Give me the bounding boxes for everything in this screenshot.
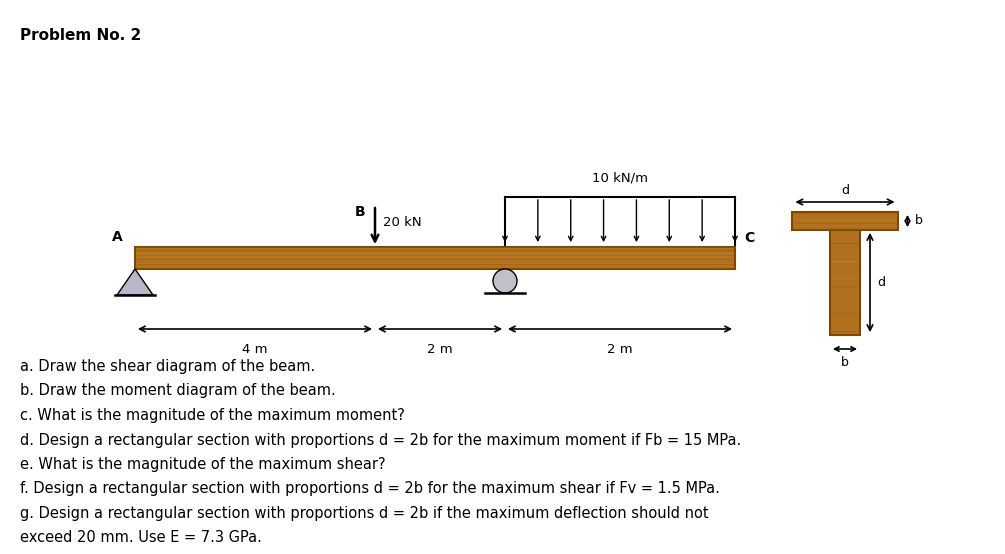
Text: exceed 20 mm. Use E = 7.3 GPa.: exceed 20 mm. Use E = 7.3 GPa.	[20, 531, 262, 546]
Polygon shape	[117, 269, 153, 295]
Bar	[830, 230, 860, 335]
Text: B: B	[355, 205, 365, 219]
Text: b: b	[841, 356, 849, 369]
Text: d: d	[841, 184, 849, 197]
Text: c. What is the magnitude of the maximum moment?: c. What is the magnitude of the maximum …	[20, 408, 405, 423]
Circle shape	[493, 269, 517, 293]
Text: d: d	[877, 276, 885, 289]
Bar	[135, 247, 735, 269]
Text: 10 kN/m: 10 kN/m	[592, 172, 648, 185]
Text: d. Design a rectangular section with proportions d = 2b for the maximum moment i: d. Design a rectangular section with pro…	[20, 433, 742, 448]
Text: 2 m: 2 m	[607, 343, 633, 356]
Text: C: C	[744, 231, 754, 245]
Text: Problem No. 2: Problem No. 2	[20, 28, 142, 43]
Text: g. Design a rectangular section with proportions d = 2b if the maximum deflectio: g. Design a rectangular section with pro…	[20, 506, 709, 521]
Text: e. What is the magnitude of the maximum shear?: e. What is the magnitude of the maximum …	[20, 457, 386, 472]
Text: 2 m: 2 m	[427, 343, 453, 356]
Text: 4 m: 4 m	[242, 343, 267, 356]
Text: 20 kN: 20 kN	[383, 217, 422, 229]
Text: A: A	[113, 230, 123, 244]
Text: f. Design a rectangular section with proportions d = 2b for the maximum shear if: f. Design a rectangular section with pro…	[20, 481, 720, 496]
Text: a. Draw the shear diagram of the beam.: a. Draw the shear diagram of the beam.	[20, 359, 316, 374]
Text: b. Draw the moment diagram of the beam.: b. Draw the moment diagram of the beam.	[20, 383, 336, 398]
Bar	[793, 212, 897, 230]
Text: b: b	[915, 214, 923, 228]
